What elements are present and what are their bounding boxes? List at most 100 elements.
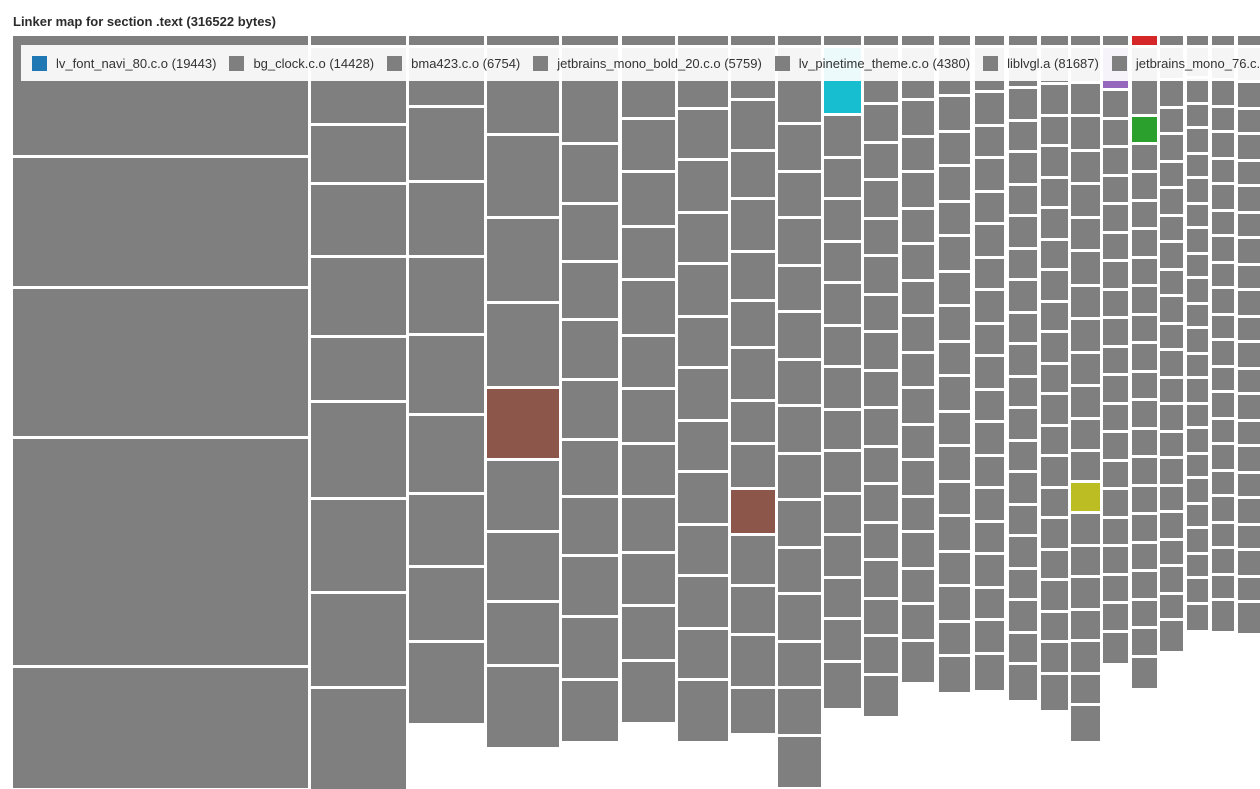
map-cell[interactable]	[1212, 445, 1234, 469]
map-cell[interactable]	[864, 637, 898, 673]
map-cell[interactable]	[824, 411, 861, 449]
map-cell[interactable]	[824, 159, 861, 197]
map-cell[interactable]	[1238, 318, 1260, 340]
map-cell-red[interactable]	[1132, 36, 1157, 45]
map-cell[interactable]	[1041, 643, 1068, 672]
map-cell[interactable]	[622, 36, 675, 45]
map-cell[interactable]	[1238, 499, 1260, 523]
map-cell[interactable]	[1187, 529, 1208, 552]
map-cell[interactable]	[824, 243, 861, 281]
map-cell[interactable]	[824, 200, 861, 240]
map-cell[interactable]	[939, 413, 970, 444]
map-cell[interactable]	[939, 623, 970, 654]
map-cell[interactable]	[1238, 578, 1260, 600]
map-cell[interactable]	[902, 282, 934, 314]
map-cell[interactable]	[1160, 487, 1183, 510]
map-cell[interactable]	[1009, 506, 1037, 534]
map-cell[interactable]	[864, 257, 898, 293]
map-cell[interactable]	[1212, 133, 1234, 157]
map-cell[interactable]	[1160, 433, 1183, 456]
map-cell[interactable]	[902, 498, 934, 530]
map-cell[interactable]	[1238, 395, 1260, 419]
map-cell[interactable]	[1103, 177, 1128, 202]
map-cell[interactable]	[975, 225, 1004, 256]
map-cell[interactable]	[409, 183, 484, 255]
map-cell[interactable]	[1103, 319, 1128, 345]
map-cell[interactable]	[1160, 217, 1183, 240]
map-cell[interactable]	[678, 161, 728, 211]
map-cell[interactable]	[778, 643, 821, 686]
map-cell[interactable]	[1238, 36, 1260, 45]
map-cell[interactable]	[1071, 514, 1100, 544]
map-cell[interactable]	[1103, 262, 1128, 288]
map-cell[interactable]	[1187, 179, 1208, 202]
map-cell[interactable]	[1187, 305, 1208, 326]
map-cell[interactable]	[731, 536, 775, 584]
map-cell[interactable]	[1041, 179, 1068, 206]
map-cell[interactable]	[1238, 214, 1260, 236]
map-cell[interactable]	[1238, 266, 1260, 288]
map-cell[interactable]	[864, 105, 898, 141]
map-cell[interactable]	[1212, 237, 1234, 261]
map-cell[interactable]	[1071, 117, 1100, 149]
map-cell[interactable]	[1132, 515, 1157, 541]
map-cell[interactable]	[622, 662, 675, 722]
map-cell[interactable]	[1071, 547, 1100, 575]
map-cell[interactable]	[1187, 455, 1208, 476]
map-cell[interactable]	[1009, 345, 1037, 375]
map-cell[interactable]	[1160, 243, 1183, 268]
map-cell[interactable]	[939, 657, 970, 692]
map-cell[interactable]	[678, 214, 728, 262]
map-cell[interactable]	[1238, 422, 1260, 444]
map-cell[interactable]	[1212, 393, 1234, 417]
map-cell[interactable]	[487, 461, 559, 530]
map-cell[interactable]	[1071, 387, 1100, 417]
map-cell[interactable]	[939, 483, 970, 514]
map-cell[interactable]	[487, 36, 559, 45]
map-cell[interactable]	[1041, 613, 1068, 640]
map-cell[interactable]	[1041, 675, 1068, 710]
map-cell[interactable]	[1187, 505, 1208, 526]
map-cell[interactable]	[902, 101, 934, 135]
map-cell[interactable]	[1009, 409, 1037, 439]
map-cell[interactable]	[864, 220, 898, 254]
map-cell[interactable]	[778, 549, 821, 592]
map-cell[interactable]	[678, 681, 728, 741]
map-cell[interactable]	[13, 289, 308, 436]
map-cell[interactable]	[622, 554, 675, 604]
map-cell[interactable]	[902, 389, 934, 423]
map-cell[interactable]	[1132, 401, 1157, 427]
map-cell[interactable]	[1041, 303, 1068, 330]
map-cell[interactable]	[1132, 316, 1157, 341]
map-cell[interactable]	[562, 381, 618, 438]
map-cell[interactable]	[1103, 547, 1128, 573]
map-cell[interactable]	[939, 343, 970, 374]
map-cell[interactable]	[902, 210, 934, 242]
map-cell[interactable]	[864, 372, 898, 406]
map-cell[interactable]	[864, 296, 898, 330]
map-cell[interactable]	[975, 325, 1004, 354]
map-cell[interactable]	[1212, 108, 1234, 130]
map-cell[interactable]	[562, 557, 618, 615]
map-cell[interactable]	[939, 273, 970, 304]
map-cell[interactable]	[1160, 351, 1183, 376]
map-cell[interactable]	[1160, 459, 1183, 484]
map-cell[interactable]	[1187, 129, 1208, 152]
map-cell[interactable]	[939, 133, 970, 164]
map-cell[interactable]	[731, 587, 775, 633]
map-cell[interactable]	[1187, 79, 1208, 102]
map-cell[interactable]	[1187, 155, 1208, 176]
map-cell[interactable]	[562, 321, 618, 378]
map-cell[interactable]	[824, 116, 861, 156]
map-cell[interactable]	[902, 317, 934, 351]
map-cell[interactable]	[1187, 255, 1208, 276]
map-cell[interactable]	[1041, 209, 1068, 238]
map-cell[interactable]	[1041, 333, 1068, 362]
map-cell[interactable]	[622, 390, 675, 442]
map-cell[interactable]	[562, 36, 618, 45]
map-cell[interactable]	[902, 570, 934, 602]
map-cell[interactable]	[902, 461, 934, 495]
map-cell[interactable]	[1041, 457, 1068, 486]
map-cell[interactable]	[1103, 36, 1128, 45]
map-cell[interactable]	[311, 258, 406, 335]
